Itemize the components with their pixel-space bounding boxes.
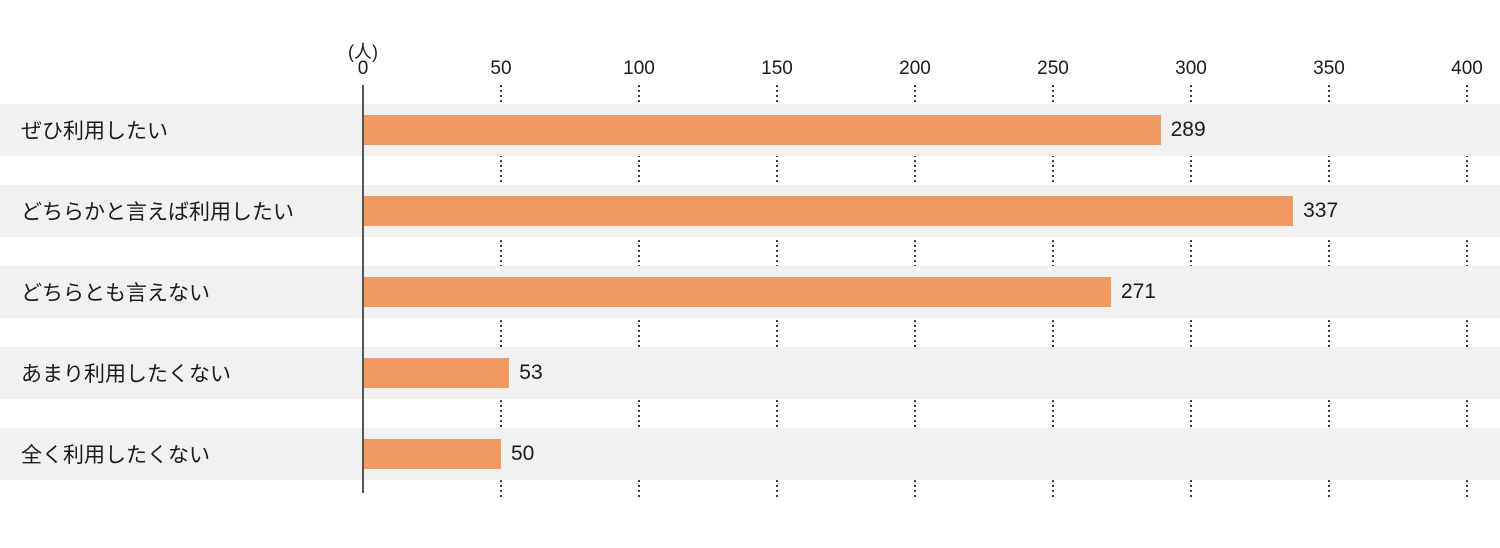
chart-row: ぜひ利用したい 289 [0,104,1500,156]
x-tick-label: 150 [761,58,793,79]
x-tick-label: 350 [1313,58,1345,79]
chart-rows: ぜひ利用したい 289 どちらかと言えば利用したい 337 どちらとも言えない … [0,104,1500,480]
axis-unit-label: (人) [348,42,378,62]
chart-row: 全く利用したくない 50 [0,428,1500,480]
value-label: 53 [519,361,543,384]
bar-track: 289 [363,104,1467,156]
category-label: あまり利用したくない [21,363,231,386]
x-tick-label: 250 [1037,58,1069,79]
x-tick-label: 300 [1175,58,1207,79]
category-label: 全く利用したくない [21,444,210,467]
value-label: 271 [1120,280,1156,303]
category-label: どちらとも言えない [21,282,210,305]
x-tick-label: 0 [357,58,369,79]
chart-row: どちらとも言えない 271 [0,266,1500,318]
y-axis-line [362,85,364,493]
bar [363,358,510,388]
x-tick-label: 200 [899,58,931,79]
bar [363,277,1111,307]
x-tick-label: 100 [623,58,655,79]
x-tick-label: 400 [1451,58,1483,79]
chart-row: あまり利用したくない 53 [0,347,1500,399]
value-label: 289 [1170,118,1206,141]
bar [363,439,501,469]
chart-row: どちらかと言えば利用したい 337 [0,185,1500,237]
x-tick-label: 50 [490,58,512,79]
value-label: 337 [1303,199,1339,222]
bar [363,115,1161,145]
bar-track: 271 [363,266,1467,318]
value-label: 50 [511,442,535,465]
bar-track: 53 [363,347,1467,399]
bar-track: 337 [363,185,1467,237]
bar [363,196,1294,226]
category-label: どちらかと言えば利用したい [21,201,294,224]
bar-track: 50 [363,428,1467,480]
category-label: ぜひ利用したい [21,120,168,143]
